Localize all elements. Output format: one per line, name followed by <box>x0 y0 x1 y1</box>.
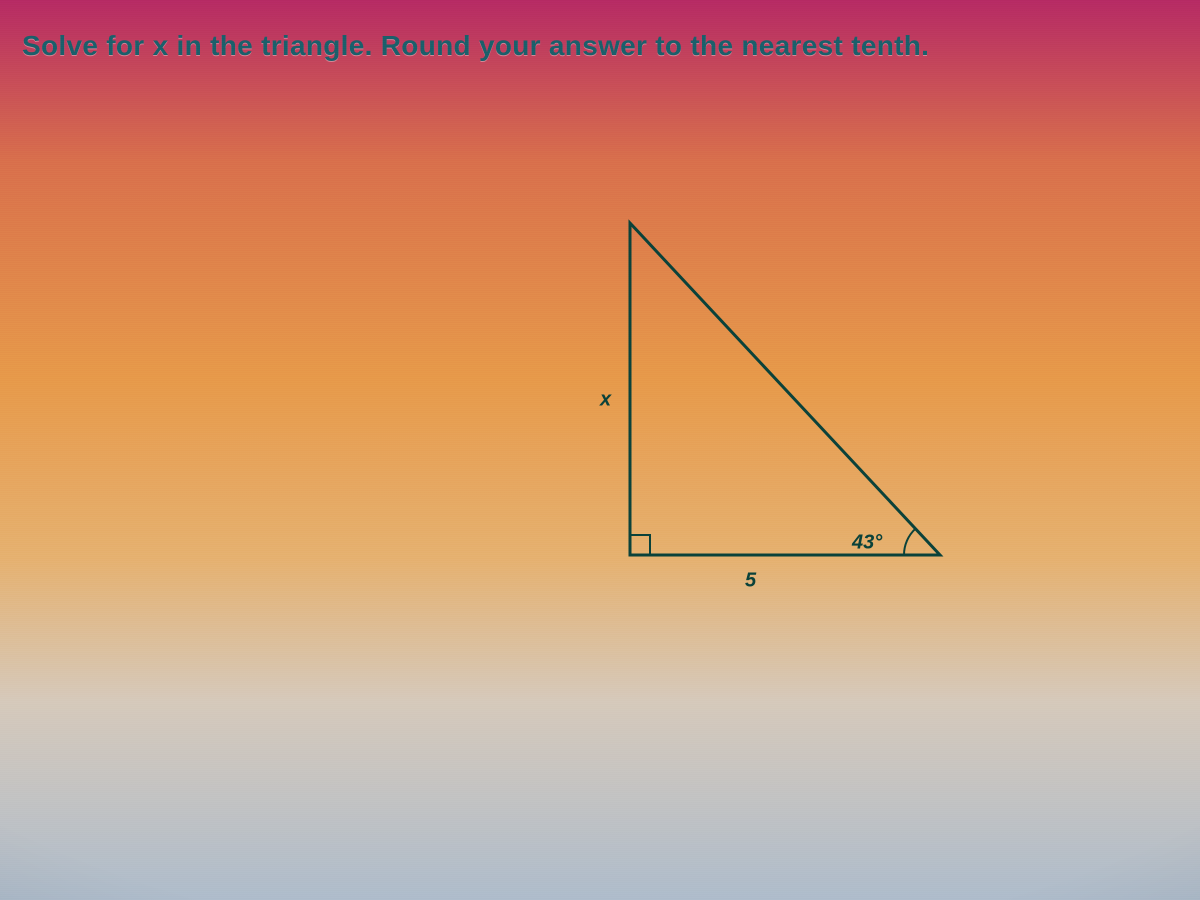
label-x-side: x <box>600 389 611 412</box>
triangle-svg <box>590 205 970 585</box>
label-angle-c: 43° <box>852 532 882 555</box>
right-angle-marker <box>630 535 650 555</box>
triangle-figure: x 5 43° <box>590 205 970 585</box>
problem-screen: Solve for x in the triangle. Round your … <box>0 0 1200 900</box>
triangle-shape <box>630 223 940 555</box>
angle-arc <box>904 529 915 555</box>
label-bottom-side: 5 <box>745 570 756 593</box>
prompt-text: Solve for x in the triangle. Round your … <box>22 30 929 62</box>
